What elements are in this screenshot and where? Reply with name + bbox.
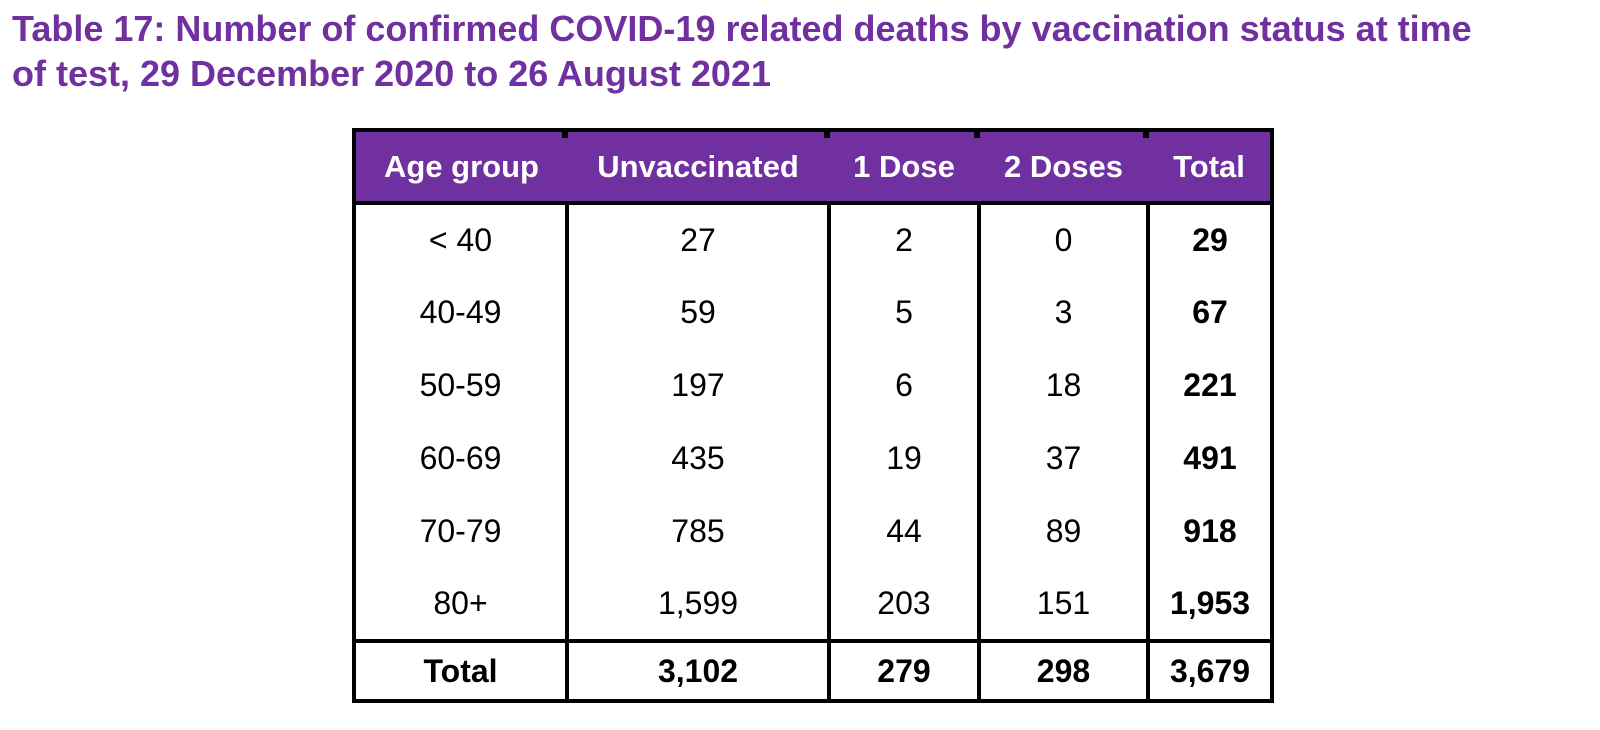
header-cell-age-group: Age group	[354, 130, 567, 205]
cell-1-dose: 5	[827, 276, 981, 349]
cell-1-dose: 6	[827, 349, 981, 422]
header-divider-tick	[974, 128, 980, 138]
cell-1-dose: 2	[827, 203, 981, 276]
table-title-line1: Table 17: Number of confirmed COVID-19 r…	[12, 8, 1472, 49]
cell-row-total: 918	[1146, 495, 1274, 568]
covid-deaths-table: Age group Unvaccinated 1 Dose 2 Doses To…	[352, 128, 1274, 703]
table-row-70-79: 70-79 785 44 89 918	[352, 495, 1274, 568]
cell-2-doses: 151	[977, 568, 1150, 641]
cell-2-doses: 0	[977, 203, 1150, 276]
header-cell-1-dose: 1 Dose	[829, 130, 979, 205]
cell-age-group: 80+	[352, 568, 569, 641]
cell-1-dose: 203	[827, 568, 981, 641]
cell-unvaccinated: 197	[565, 349, 831, 422]
header-cell-2-doses: 2 Doses	[979, 130, 1148, 205]
cell-2-doses: 89	[977, 495, 1150, 568]
table-row-40-49: 40-49 59 5 3 67	[352, 276, 1274, 349]
cell-row-total: 1,953	[1146, 568, 1274, 641]
table-title: Table 17: Number of confirmed COVID-19 r…	[12, 6, 1592, 96]
header-cell-total: Total	[1148, 130, 1272, 205]
cell-total-1-dose: 279	[827, 639, 981, 701]
cell-row-total: 67	[1146, 276, 1274, 349]
cell-total-label: Total	[352, 639, 569, 701]
table-row-80-plus: 80+ 1,599 203 151 1,953	[352, 568, 1274, 641]
cell-row-total: 29	[1146, 203, 1274, 276]
table-row-60-69: 60-69 435 19 37 491	[352, 422, 1274, 495]
cell-age-group: 70-79	[352, 495, 569, 568]
table-header-row: Age group Unvaccinated 1 Dose 2 Doses To…	[354, 130, 1272, 205]
cell-unvaccinated: 27	[565, 203, 831, 276]
cell-age-group: 50-59	[352, 349, 569, 422]
header-divider-tick	[562, 128, 568, 138]
cell-row-total: 491	[1146, 422, 1274, 495]
cell-age-group: 40-49	[352, 276, 569, 349]
cell-age-group: 60-69	[352, 422, 569, 495]
cell-row-total: 221	[1146, 349, 1274, 422]
cell-unvaccinated: 785	[565, 495, 831, 568]
covid-deaths-table-wrap: Age group Unvaccinated 1 Dose 2 Doses To…	[352, 128, 1274, 703]
cell-total-unvaccinated: 3,102	[565, 639, 831, 701]
table-row-under-40: < 40 27 2 0 29	[352, 203, 1274, 276]
cell-total-2-doses: 298	[977, 639, 1150, 701]
header-divider-tick	[1143, 128, 1149, 138]
header-divider-tick	[824, 128, 830, 138]
cell-2-doses: 18	[977, 349, 1150, 422]
cell-unvaccinated: 1,599	[565, 568, 831, 641]
table-title-line2: of test, 29 December 2020 to 26 August 2…	[12, 53, 771, 94]
cell-grand-total: 3,679	[1146, 639, 1274, 701]
cell-age-group: < 40	[352, 203, 569, 276]
header-cell-unvaccinated: Unvaccinated	[567, 130, 829, 205]
cell-2-doses: 37	[977, 422, 1150, 495]
table-total-row: Total 3,102 279 298 3,679	[352, 639, 1274, 701]
cell-unvaccinated: 435	[565, 422, 831, 495]
cell-1-dose: 44	[827, 495, 981, 568]
table-row-50-59: 50-59 197 6 18 221	[352, 349, 1274, 422]
cell-unvaccinated: 59	[565, 276, 831, 349]
cell-1-dose: 19	[827, 422, 981, 495]
cell-2-doses: 3	[977, 276, 1150, 349]
